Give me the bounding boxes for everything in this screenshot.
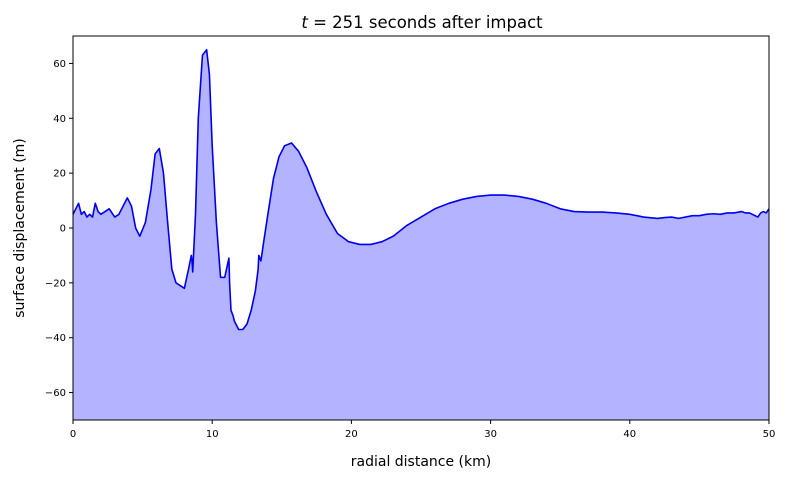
x-tick-label: 10 [206,429,219,440]
x-tick-label: 30 [484,429,497,440]
y-tick-label: 20 [53,169,66,180]
y-tick-label: −40 [45,333,66,344]
title-variable: t [301,13,308,32]
y-axis-label: surface displacement (m) [12,138,28,318]
x-axis: 0 10 20 30 40 50 [70,420,776,440]
series-line [72,48,770,331]
x-tick-label: 20 [345,429,358,440]
x-tick-label: 40 [623,429,636,440]
y-tick-label: 0 [60,224,66,235]
y-tick-label: −20 [45,278,66,289]
x-axis-label: radial distance (km) [351,454,491,470]
title-text: = 251 seconds after impact [308,13,543,32]
y-axis: 60 40 20 0 −20 −40 −60 [45,59,73,399]
x-tick-label: 50 [763,429,776,440]
area-fill [73,49,769,421]
x-tick-label: 0 [70,429,76,440]
y-tick-label: 60 [53,59,66,70]
y-tick-label: −60 [45,388,66,399]
y-tick-label: 40 [53,114,66,125]
chart-title: t = 251 seconds after impact [301,13,543,32]
plot-area [72,35,770,421]
